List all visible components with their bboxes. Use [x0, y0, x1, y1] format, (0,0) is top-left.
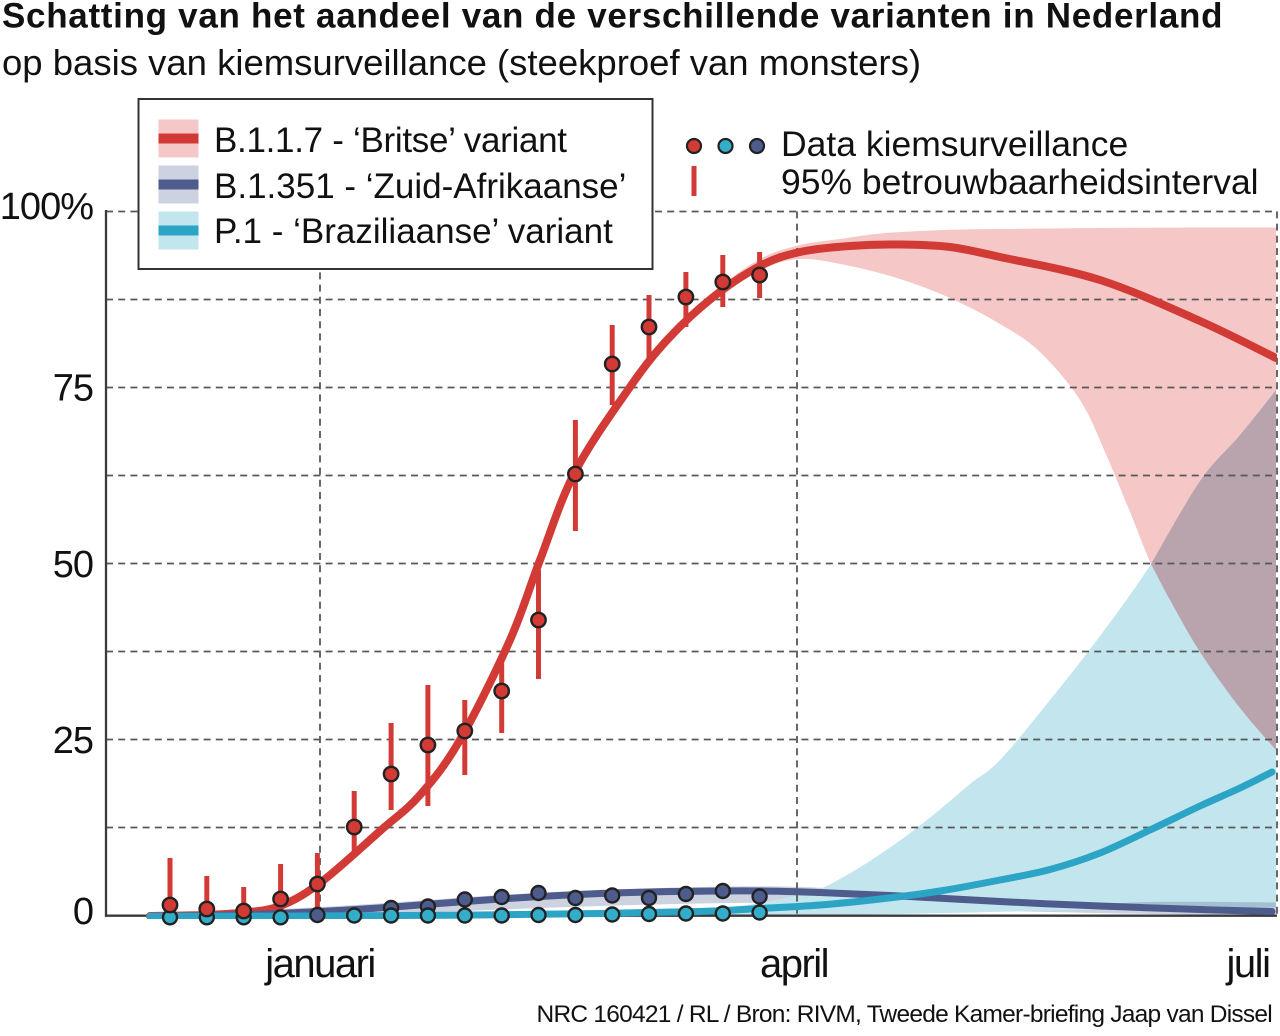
svg-text:april: april: [760, 942, 828, 986]
svg-text:Data kiemsurveillance: Data kiemsurveillance: [781, 124, 1128, 164]
svg-text:50: 50: [53, 544, 93, 586]
svg-text:100%: 100%: [0, 186, 93, 228]
svg-text:75: 75: [53, 368, 93, 410]
svg-text:Schatting van het aandeel van: Schatting van het aandeel van de verschi…: [2, 0, 1223, 36]
svg-text:juli: juli: [1226, 942, 1270, 986]
svg-text:januari: januari: [264, 942, 375, 986]
svg-text:25: 25: [53, 720, 93, 762]
svg-text:op basis van kiemsurveillance: op basis van kiemsurveillance (steekproe…: [2, 42, 921, 83]
svg-text:P.1 - ‘Braziliaanse’ variant: P.1 - ‘Braziliaanse’ variant: [214, 212, 613, 251]
svg-text:95% betrouwbaarheidsinterval: 95% betrouwbaarheidsinterval: [781, 162, 1259, 202]
svg-text:NRC 160421 / RL / Bron: RIVM,: NRC 160421 / RL / Bron: RIVM, Tweede Kam…: [537, 1001, 1272, 1028]
svg-text:B.1.351 - ‘Zuid-Afrikaanse’: B.1.351 - ‘Zuid-Afrikaanse’: [214, 167, 626, 206]
svg-text:0: 0: [73, 891, 93, 933]
svg-text:B.1.1.7 - ‘Britse’ variant: B.1.1.7 - ‘Britse’ variant: [214, 121, 567, 160]
